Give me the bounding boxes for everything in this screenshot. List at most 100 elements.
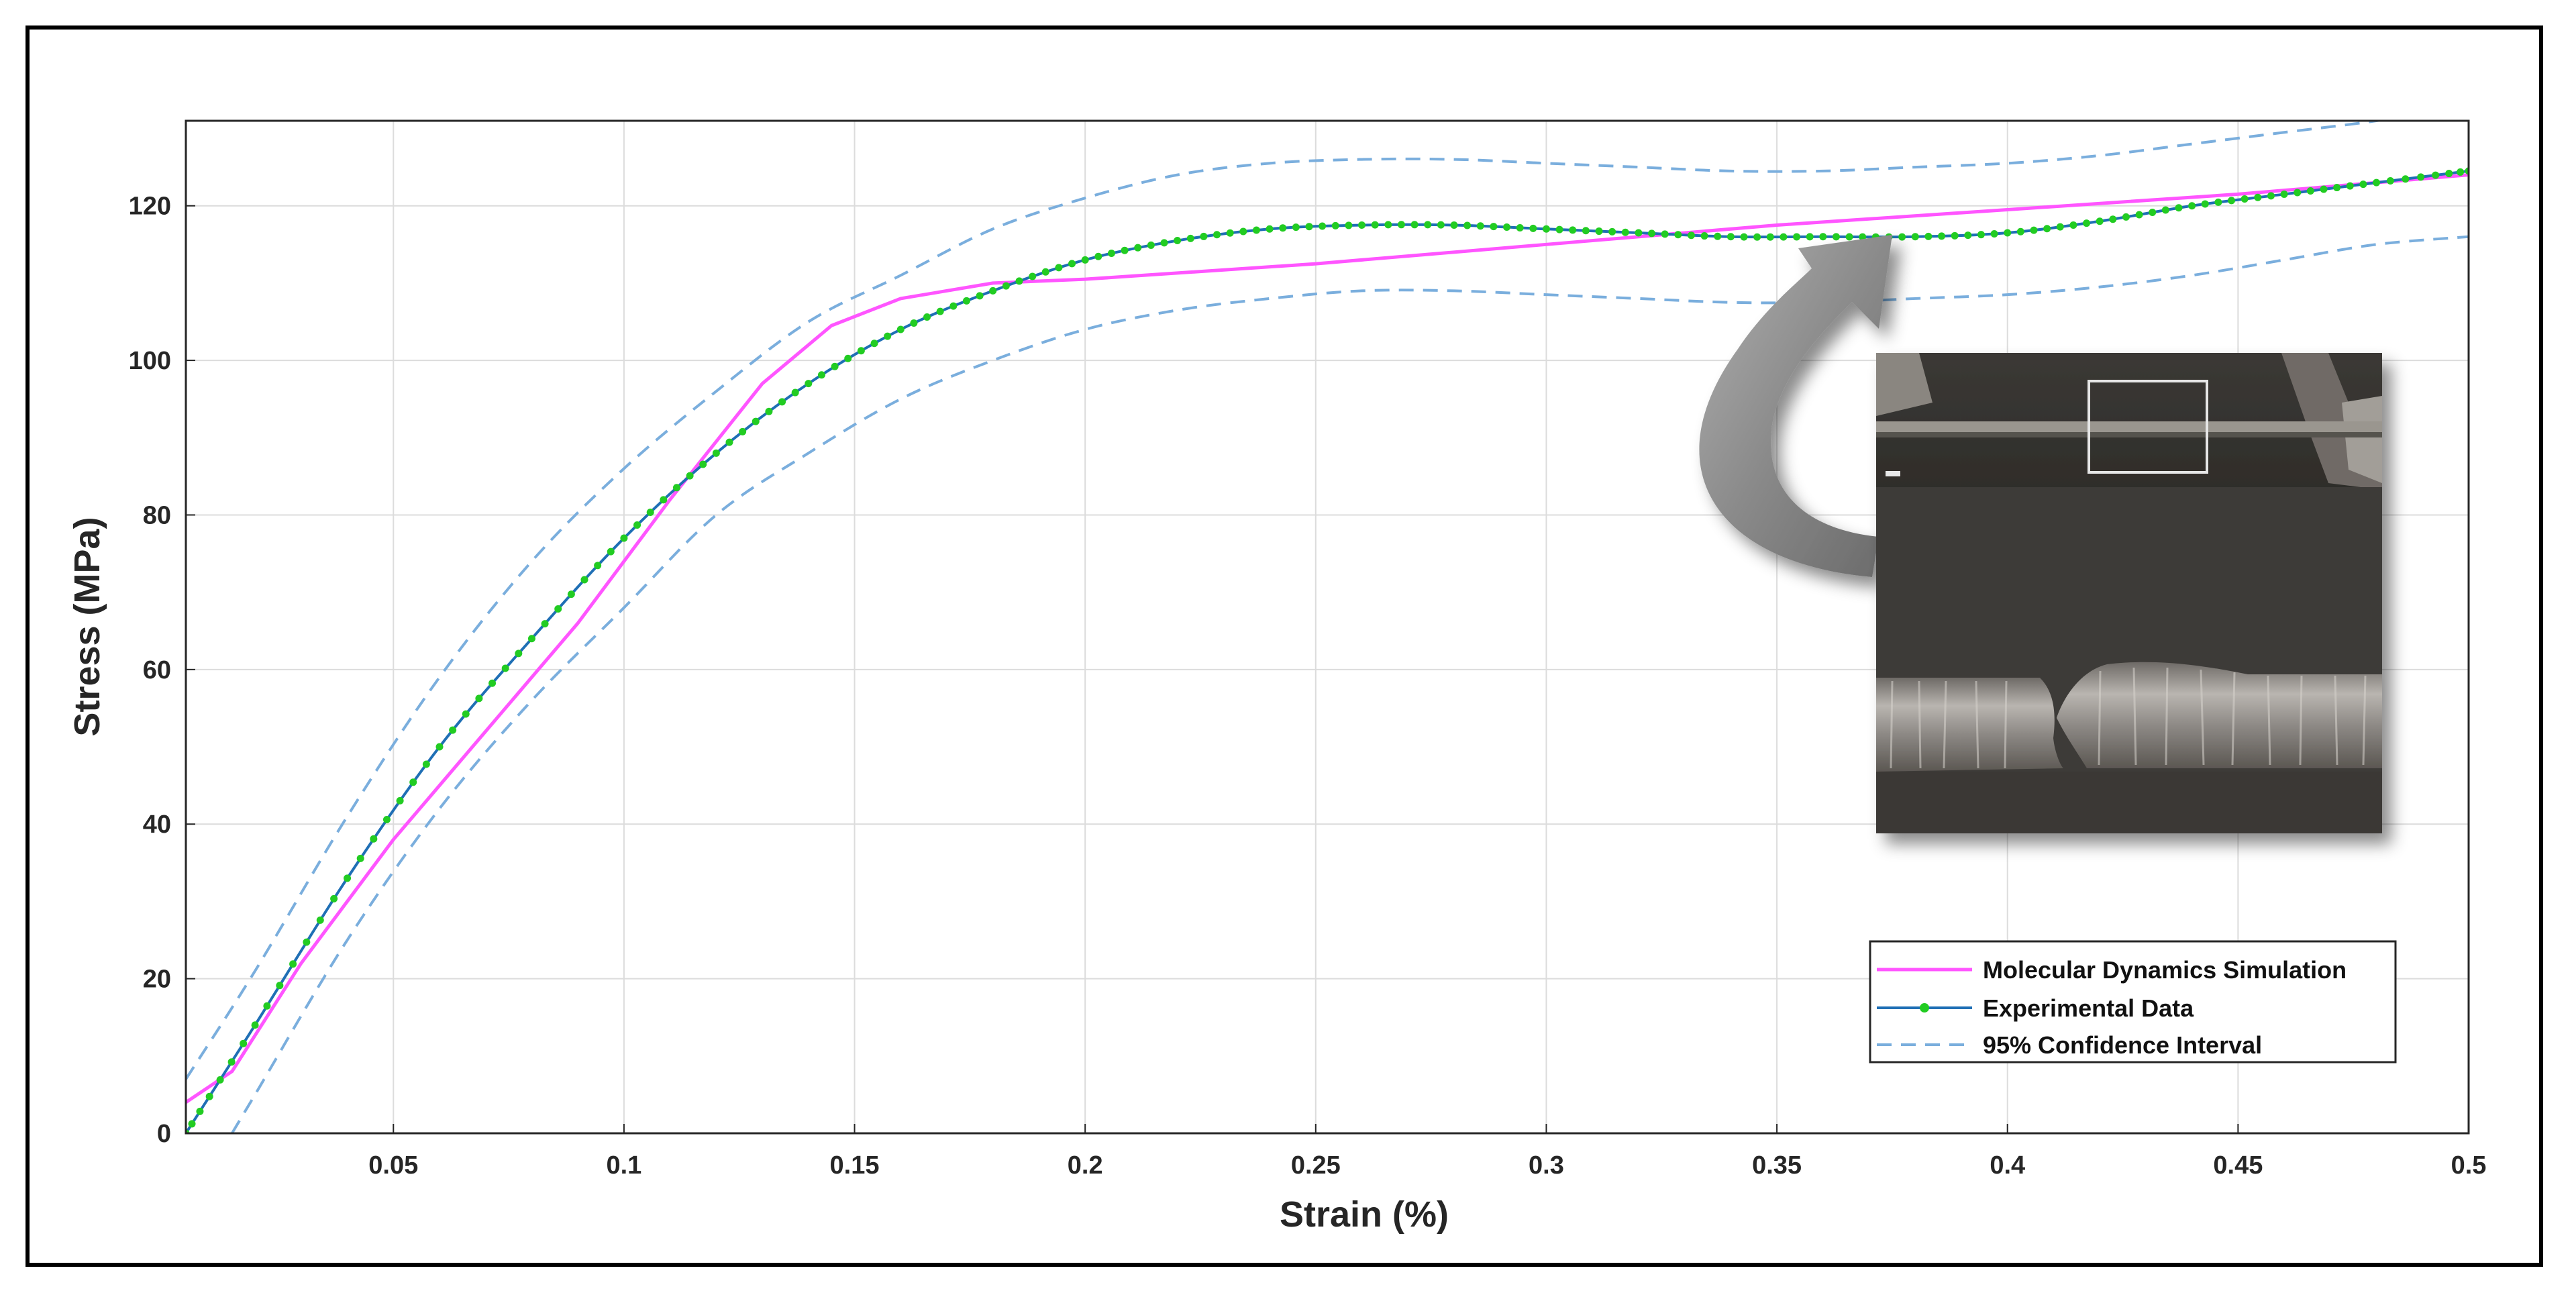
x-tick-label: 0.05 xyxy=(368,1151,418,1180)
experimental-marker xyxy=(2175,204,2183,212)
experimental-marker xyxy=(1740,233,1748,241)
experimental-marker xyxy=(791,388,799,397)
x-tick-label: 0.4 xyxy=(1990,1151,2025,1180)
experimental-marker xyxy=(910,319,918,327)
experimental-marker xyxy=(1621,228,1629,236)
experimental-marker xyxy=(1463,221,1472,229)
experimental-marker xyxy=(1252,226,1260,234)
x-tick-label: 0.15 xyxy=(830,1151,880,1180)
experimental-marker xyxy=(2030,226,2038,234)
x-tick-label: 0.2 xyxy=(1068,1151,1103,1180)
experimental-marker xyxy=(949,302,958,310)
experimental-marker xyxy=(1266,225,1274,233)
experimental-marker xyxy=(1845,233,1853,241)
experimental-marker xyxy=(1727,233,1735,241)
experimental-marker xyxy=(2346,182,2354,190)
experimental-marker xyxy=(475,694,483,703)
experimental-marker xyxy=(1753,233,1761,241)
y-tick-label: 40 xyxy=(143,811,171,839)
experimental-marker xyxy=(330,894,338,902)
experimental-marker xyxy=(1094,252,1102,260)
experimental-marker xyxy=(1714,232,1722,240)
experimental-marker xyxy=(1582,227,1590,235)
experimental-marker xyxy=(382,816,391,824)
experimental-marker xyxy=(752,417,760,425)
experimental-marker xyxy=(884,332,892,340)
experimental-marker xyxy=(2201,200,2209,208)
experimental-marker xyxy=(289,960,297,968)
experimental-marker xyxy=(1806,233,1814,241)
experimental-marker xyxy=(527,635,535,643)
experimental-marker xyxy=(1938,232,1946,240)
experimental-marker xyxy=(1358,221,1366,229)
experimental-marker xyxy=(2294,189,2302,197)
experimental-marker xyxy=(923,313,931,321)
experimental-marker xyxy=(1292,223,1300,231)
experimental-marker xyxy=(1410,221,1419,229)
confidence-interval-line xyxy=(186,121,2385,1080)
experimental-marker xyxy=(462,710,470,718)
experimental-marker xyxy=(554,605,562,613)
experimental-marker xyxy=(1107,250,1115,258)
experimental-marker xyxy=(1951,231,1959,240)
experimental-marker xyxy=(216,1076,224,1084)
experimental-marker xyxy=(620,534,628,542)
experimental-marker xyxy=(1213,231,1221,239)
experimental-marker xyxy=(1990,230,1998,238)
experimental-marker xyxy=(2280,190,2288,198)
experimental-marker xyxy=(422,760,430,768)
experimental-marker xyxy=(1555,225,1563,234)
x-tick-label: 0.25 xyxy=(1291,1151,1341,1180)
experimental-marker xyxy=(435,743,444,751)
experimental-marker xyxy=(276,982,284,990)
experimental-marker xyxy=(1661,230,1669,238)
experimental-marker xyxy=(1279,224,1287,232)
y-tick-label: 100 xyxy=(129,347,171,375)
experimental-marker xyxy=(1384,221,1392,229)
experimental-marker xyxy=(196,1107,204,1115)
experimental-marker xyxy=(1041,268,1049,276)
experimental-marker xyxy=(449,726,457,734)
experimental-marker xyxy=(2069,221,2077,229)
experimental-marker xyxy=(188,1120,196,1128)
experimental-marker xyxy=(989,287,997,295)
experimental-marker xyxy=(2373,178,2381,187)
experimental-marker xyxy=(2122,213,2130,221)
experimental-marker xyxy=(607,548,615,556)
experimental-marker xyxy=(1174,237,1182,245)
x-tick-label: 0.3 xyxy=(1529,1151,1564,1180)
experimental-marker xyxy=(805,380,813,388)
experimental-marker xyxy=(936,307,944,315)
pointer-arrow xyxy=(1699,235,1892,577)
experimental-marker xyxy=(1898,233,1906,241)
experimental-marker xyxy=(1450,221,1458,229)
y-tick-label: 60 xyxy=(143,656,171,684)
experimental-marker xyxy=(580,576,588,584)
experimental-marker xyxy=(1635,229,1643,237)
experimental-marker xyxy=(263,1002,271,1010)
experimental-marker xyxy=(251,1021,259,1029)
experimental-marker xyxy=(1029,272,1037,280)
experimental-marker xyxy=(1186,234,1194,242)
experimental-marker xyxy=(976,292,984,300)
experimental-marker xyxy=(2386,177,2394,185)
experimental-marker xyxy=(2445,170,2453,178)
y-axis-title: Stress (MPa) xyxy=(67,517,107,736)
legend-label: 95% Confidence Interval xyxy=(1983,1031,2262,1059)
x-tick-label: 0.45 xyxy=(2213,1151,2263,1180)
experimental-marker xyxy=(633,521,641,529)
experimental-marker xyxy=(2320,185,2328,193)
legend: Molecular Dynamics Simulation Experimenta… xyxy=(1869,940,2397,1063)
experimental-marker xyxy=(2043,225,2051,233)
experimental-marker xyxy=(1503,223,1511,231)
experimental-marker xyxy=(1476,222,1484,230)
experimental-marker xyxy=(2228,197,2236,205)
experimental-marker xyxy=(1780,233,1788,241)
experimental-marker xyxy=(2188,202,2196,210)
experimental-marker xyxy=(501,664,509,672)
experimental-marker xyxy=(316,916,324,924)
experimental-marker xyxy=(1147,241,1155,249)
experimental-marker xyxy=(205,1092,213,1100)
experimental-marker xyxy=(594,562,602,570)
